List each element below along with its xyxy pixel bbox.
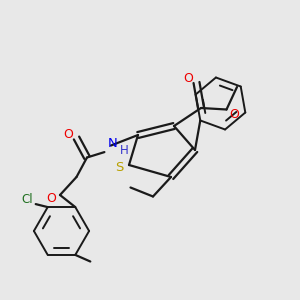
Text: N: N	[108, 136, 117, 150]
Text: O: O	[183, 72, 193, 86]
Text: Cl: Cl	[22, 193, 33, 206]
Text: O: O	[63, 128, 73, 142]
Text: O: O	[47, 191, 56, 205]
Text: O: O	[229, 108, 239, 122]
Text: S: S	[115, 161, 124, 174]
Text: H: H	[120, 143, 129, 157]
